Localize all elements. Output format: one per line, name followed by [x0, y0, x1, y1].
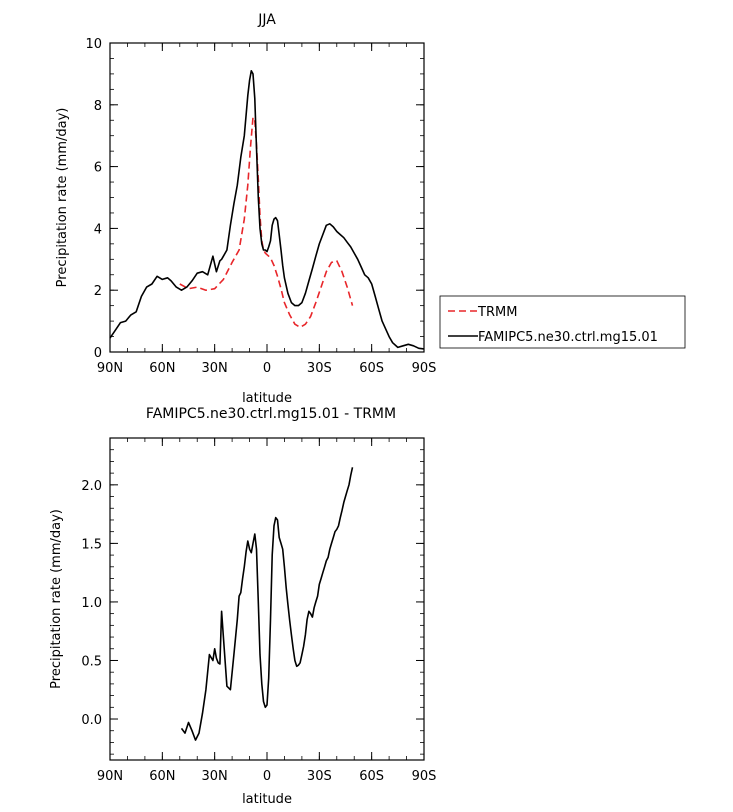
x-tick-label: 30S	[307, 769, 332, 784]
y-tick-label: 6	[94, 161, 102, 176]
x-tick-label: 90N	[97, 769, 123, 784]
x-tick-label: 0	[263, 769, 271, 784]
plot-frame	[109, 42, 425, 353]
chart-title: FAMIPC5.ne30.ctrl.mg15.01 - TRMM	[146, 406, 396, 422]
y-tick-label: 10	[85, 37, 102, 52]
panel-top: 90N 60N 30N 0 30S 60S 90S 0 2 4 6 8 10 JJA latitude Pre…	[55, 12, 686, 406]
y-tick-label: 0.0	[81, 713, 102, 728]
series-line-0	[179, 116, 354, 329]
x-tick-label: 60N	[149, 769, 175, 784]
y-axis-label: Precipitation rate (mm/day)	[49, 509, 64, 689]
legend-label: FAMIPC5.ne30.ctrl.mg15.01	[478, 330, 658, 345]
y-tick-label: 2	[94, 284, 102, 299]
legend-label: TRMM	[477, 305, 517, 320]
legend-box	[439, 295, 686, 349]
x-tick-label: 90N	[97, 361, 123, 376]
x-tick-label: 60N	[149, 361, 175, 376]
plot-frame	[109, 437, 425, 761]
chart-title: JJA	[257, 12, 276, 28]
x-axis-label: latitude	[242, 792, 292, 807]
x-tick-label: 90S	[412, 361, 437, 376]
y-tick-label: 2.0	[81, 479, 102, 494]
y-tick-label: 1.0	[81, 596, 102, 611]
x-tick-label: 60S	[359, 361, 384, 376]
series-line-0	[180, 467, 354, 741]
y-tick-label: 1.5	[81, 537, 102, 552]
x-tick-label: 0	[263, 361, 271, 376]
y-tick-label: 0	[94, 346, 102, 361]
x-tick-label: 30S	[307, 361, 332, 376]
series-line-1	[109, 70, 425, 350]
x-tick-label: 30N	[202, 769, 228, 784]
x-tick-label: 30N	[202, 361, 228, 376]
y-axis-label: Precipitation rate (mm/day)	[55, 108, 70, 288]
x-tick-label: 90S	[412, 769, 437, 784]
x-tick-label: 60S	[359, 769, 384, 784]
y-tick-label: 0.5	[81, 654, 102, 669]
y-tick-label: 8	[94, 99, 102, 114]
x-axis-label: latitude	[242, 391, 292, 406]
panel-bottom: 90N 60N 30N 0 30S 60S 90S 0.0 0.5 1.0 1.5 2.0 FAMIPC…	[49, 406, 436, 807]
y-tick-label: 4	[94, 222, 102, 237]
